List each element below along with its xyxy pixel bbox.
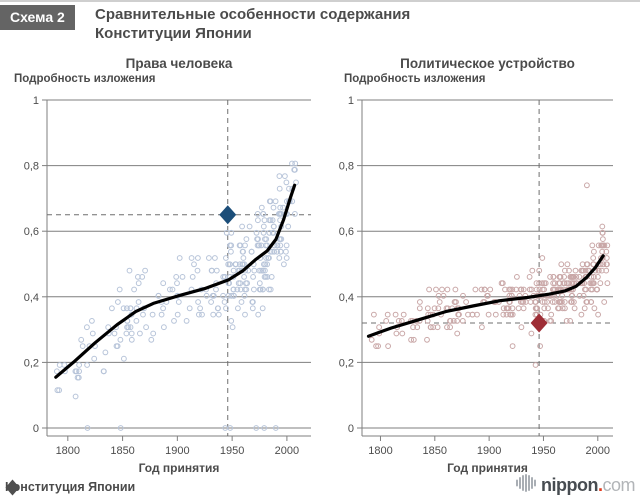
legend-diamond-icon [5, 479, 20, 495]
y-tick-label: 1 [33, 95, 39, 107]
y-tick-label: 0,8 [24, 161, 39, 173]
logo-dot: . [597, 475, 603, 495]
x-tick-label: 2000 [586, 445, 610, 457]
y-tick-label: 0,6 [339, 226, 354, 238]
y-tick-label: 0,6 [24, 226, 39, 238]
scatter-points [368, 182, 611, 368]
x-tick-label: 1900 [477, 445, 501, 457]
japan-diamond [219, 205, 237, 225]
y-axis-label-left: Подробность изложения [14, 73, 156, 85]
y-tick-label: 0,4 [24, 292, 39, 304]
logo-tld: com [602, 475, 635, 495]
y-tick-label: 0 [348, 423, 354, 435]
legend-label: Конституция Японии [5, 480, 136, 494]
x-axis-label-left: Год принятия [138, 461, 220, 475]
y-axis-label-right: Подробность изложения [344, 73, 486, 85]
x-tick-label: 1850 [423, 445, 447, 457]
chart-title-political-structure: Политическое устройство [400, 56, 575, 71]
y-tick-label: 0,2 [339, 357, 354, 369]
y-tick-label: 0,2 [24, 357, 39, 369]
legend: Конституция Японии [5, 479, 136, 495]
x-tick-label: 1950 [220, 445, 244, 457]
plot-human-rights: 0 0,2 0,4 0,6 0,8 1 1800 1850 1900 1950 2000 [24, 95, 311, 457]
nippon-logo-icon [515, 474, 536, 492]
x-tick-label: 1800 [56, 445, 80, 457]
x-tick-label: 1850 [110, 445, 134, 457]
y-tick-label: 1 [348, 95, 354, 107]
x-tick-label: 2000 [275, 445, 299, 457]
y-tick-label: 0,4 [339, 292, 354, 304]
trend-line [366, 254, 605, 338]
scheme-badge: Схема 2 [0, 5, 75, 30]
x-tick-label: 1900 [165, 445, 189, 457]
x-tick-label: 1950 [531, 445, 555, 457]
trend-line [54, 183, 297, 379]
page-title-line1: Сравнительные особенности содержания [95, 6, 411, 23]
logo-word: nippon [540, 475, 598, 495]
page-title: Сравнительные особенности содержания Кон… [95, 5, 525, 43]
y-tick-label: 0 [33, 423, 39, 435]
nippon-logo[interactable]: nippon. com [515, 473, 635, 496]
x-axis-label-right: Год принятия [447, 461, 528, 475]
page-title-line2: Конституции Японии [95, 25, 252, 42]
plot-political-structure: 0 0,2 0,4 0,6 0,8 1 1800 1850 1900 1950 2000 [339, 95, 613, 457]
chart-title-human-rights: Права человека [125, 56, 233, 71]
japan-diamond [530, 313, 548, 333]
x-tick-label: 1800 [368, 445, 392, 457]
y-tick-label: 0,8 [339, 161, 354, 173]
